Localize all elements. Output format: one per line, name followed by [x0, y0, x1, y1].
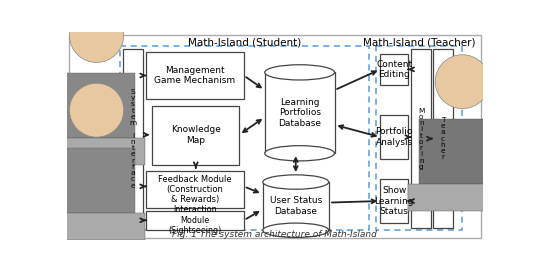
- Text: Interaction
Module
(Sightseeing): Interaction Module (Sightseeing): [169, 205, 222, 235]
- Bar: [411, 49, 431, 228]
- Bar: [146, 171, 244, 208]
- Bar: [123, 49, 143, 228]
- Text: Fig. 1 The system architecture of Math-Island: Fig. 1 The system architecture of Math-I…: [172, 230, 378, 239]
- Bar: [48, 138, 146, 165]
- Bar: [408, 184, 517, 211]
- Bar: [59, 148, 135, 212]
- Text: Show
Learning
Status: Show Learning Status: [374, 186, 414, 216]
- Bar: [380, 54, 408, 85]
- Text: T
e
a
c
h
e
r: T e a c h e r: [441, 117, 445, 160]
- Bar: [375, 46, 462, 230]
- Text: Content
Editing: Content Editing: [376, 60, 412, 79]
- Bar: [433, 49, 453, 228]
- Text: Learning
Portfolios
Database: Learning Portfolios Database: [278, 98, 321, 128]
- Ellipse shape: [263, 175, 329, 189]
- Ellipse shape: [263, 223, 329, 238]
- Ellipse shape: [265, 65, 335, 80]
- Text: Management
Game Mechanism: Management Game Mechanism: [155, 66, 236, 85]
- Bar: [153, 106, 239, 165]
- Text: S
y
s
t
e
m
 
I
n
t
e
r
f
a
c
e: S y s t e m I n t e r f a c e: [129, 89, 136, 188]
- Ellipse shape: [265, 146, 335, 161]
- Bar: [265, 72, 335, 153]
- Bar: [146, 52, 244, 99]
- Text: Math-Island (Teacher): Math-Island (Teacher): [362, 38, 475, 48]
- Text: Portfolio
Analysis: Portfolio Analysis: [375, 127, 413, 147]
- Text: Math-Island (Student): Math-Island (Student): [188, 38, 301, 48]
- Circle shape: [69, 9, 124, 62]
- Circle shape: [436, 55, 490, 109]
- Bar: [48, 212, 146, 239]
- Text: Knowledge
Map: Knowledge Map: [171, 126, 221, 145]
- Text: Feedback Module
(Construction
& Rewards): Feedback Module (Construction & Rewards): [158, 175, 232, 204]
- Text: M
o
n
i
t
o
r
i
n
g: M o n i t o r i n g: [418, 107, 424, 170]
- Bar: [146, 211, 244, 230]
- Bar: [380, 115, 408, 160]
- Bar: [120, 46, 369, 230]
- Bar: [380, 179, 408, 223]
- Bar: [59, 73, 135, 138]
- Bar: [263, 182, 329, 230]
- Text: User Status
Database: User Status Database: [270, 197, 322, 216]
- Bar: [419, 119, 506, 184]
- Circle shape: [69, 83, 124, 137]
